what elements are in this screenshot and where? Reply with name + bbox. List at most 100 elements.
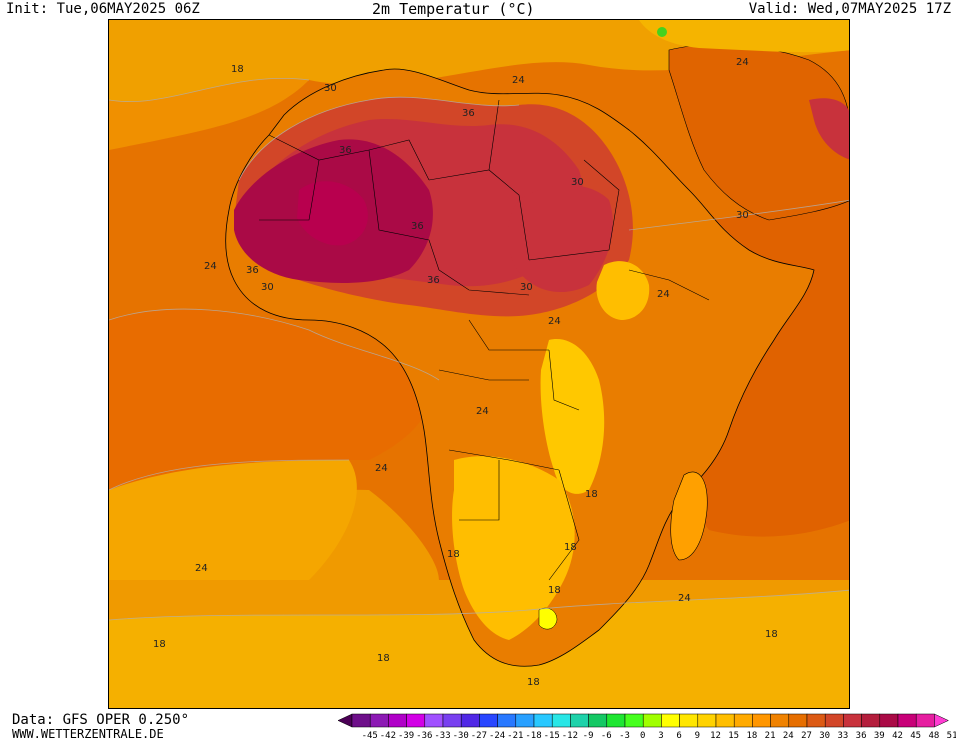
contour-label-somalia: 24 — [657, 289, 670, 300]
legend-swatch — [442, 713, 462, 728]
contour-labels: 1830242436363630303636302430242424241818… — [153, 57, 778, 688]
temperature-map[interactable]: 18 30 24 24 36 36 36 30 30 36 36 30 24 30 24 24 24 24 18 18… — [108, 19, 850, 709]
legend-tick-label: -15 — [544, 731, 560, 741]
legend-tick-label: 18 — [746, 731, 757, 741]
legend-tick-label: 27 — [801, 731, 812, 741]
legend-tick-label: 3 — [658, 731, 663, 741]
legend-swatch — [861, 713, 881, 728]
contour-label-mediterranean: 24 — [512, 75, 525, 86]
arabia-hotspot — [809, 98, 849, 160]
contour-label-namibia: 18 — [447, 549, 460, 560]
contour-label-south-africa: 18 — [548, 585, 561, 596]
legend-swatch — [351, 713, 371, 728]
legend-swatch — [406, 713, 426, 728]
contour-label-north-atlantic: 18 — [231, 64, 244, 75]
legend-arrow-low — [337, 713, 353, 728]
legend-arrow-high — [934, 713, 949, 728]
legend-tick-label: -33 — [434, 731, 450, 741]
contour-label-ivory-coast: 30 — [261, 282, 274, 293]
contour-label-guinea: 36 — [246, 265, 259, 276]
legend-tick-label: 39 — [874, 731, 885, 741]
legend-tick-label: 9 — [695, 731, 700, 741]
legend-swatch — [715, 713, 735, 728]
legend-swatch — [788, 713, 808, 728]
legend-tick-label: -36 — [416, 731, 432, 741]
contour-label-congo: 24 — [548, 316, 561, 327]
contour-label-far-south-atlantic: 18 — [153, 639, 166, 650]
southern-plateau-21 — [452, 456, 575, 640]
contour-label-southwest-atlantic: 24 — [195, 563, 208, 574]
contour-label-southern-ocean: 18 — [527, 677, 540, 688]
contour-label-southeast-indian-ocean: 18 — [765, 629, 778, 640]
legend-swatch — [752, 713, 771, 728]
legend-swatch — [679, 713, 699, 728]
legend-swatch — [915, 713, 935, 728]
contour-label-algeria: 36 — [462, 108, 475, 119]
map-title: 2m Temperatur (°C) — [372, 0, 535, 18]
legend-tick-label: 48 — [928, 731, 939, 741]
country-borders — [259, 99, 710, 581]
south-band-18 — [109, 590, 849, 708]
north-band-21 — [109, 78, 309, 150]
legend-tick-label: 15 — [728, 731, 739, 741]
legend-tick-label: -18 — [525, 731, 541, 741]
legend-tick-label: -9 — [583, 731, 594, 741]
legend-swatch — [661, 713, 680, 728]
legend-swatch — [806, 713, 826, 728]
legend-swatch — [606, 713, 626, 728]
north-band-18 — [109, 20, 849, 102]
contour-label-gulf-of-guinea: 24 — [204, 261, 217, 272]
legend-swatch — [551, 713, 571, 728]
legend-swatch — [588, 713, 608, 728]
legend-swatch — [424, 713, 444, 728]
legend-tick-label: 45 — [910, 731, 921, 741]
legend-tick-label: 30 — [819, 731, 830, 741]
europe-coast-cool — [639, 20, 849, 53]
contour-label-mali: 36 — [339, 145, 352, 156]
legend-swatch — [697, 713, 717, 728]
contour-label-indian-ocean: 24 — [678, 593, 691, 604]
legend-swatch — [624, 713, 644, 728]
legend-tick-label: -30 — [453, 731, 469, 741]
contour-label-central-african-republic: 30 — [520, 282, 533, 293]
isotherm-lines — [109, 78, 849, 621]
atlantic-band-27 — [109, 309, 439, 490]
data-source-label: Data: GFS OPER 0.250° — [12, 712, 190, 728]
contour-label-nigeria: 36 — [427, 275, 440, 286]
contour-label-zambia: 18 — [585, 489, 598, 500]
legend-swatch — [497, 713, 517, 728]
legend-tick-label: -45 — [362, 731, 378, 741]
madagascar — [670, 471, 708, 561]
legend-tick-label: 0 — [640, 731, 645, 741]
init-time-label: Init: Tue,06MAY2025 06Z — [6, 1, 200, 17]
contour-label-mozambique: 18 — [564, 542, 577, 553]
legend-tick-label: 36 — [856, 731, 867, 741]
contour-label-libya: 36 — [411, 221, 424, 232]
legend-tick-label: -42 — [380, 731, 396, 741]
legend-swatch — [843, 713, 862, 728]
contour-label-angola: 24 — [476, 406, 489, 417]
legend-tick-label: 33 — [837, 731, 848, 741]
legend-swatch — [824, 713, 844, 728]
legend-swatch — [642, 713, 662, 728]
contour-label-western-sahara: 30 — [324, 83, 337, 94]
legend-tick-label: 6 — [676, 731, 681, 741]
legend-swatch — [570, 713, 589, 728]
legend-swatch — [515, 713, 535, 728]
contour-label-middle-east: 24 — [736, 57, 749, 68]
cold-spot — [657, 27, 667, 37]
legend-tick-label: -27 — [471, 731, 487, 741]
legend-swatch — [460, 713, 480, 728]
legend-swatch — [770, 713, 790, 728]
valid-time-label: Valid: Wed,07MAY2025 17Z — [748, 1, 951, 17]
legend-swatch — [897, 713, 917, 728]
legend-tick-label: -39 — [398, 731, 414, 741]
contour-label-arabian-sea: 30 — [736, 210, 749, 221]
legend-tick-label: 12 — [710, 731, 721, 741]
sudan-zone-30 — [507, 185, 613, 293]
legend-tick-label: 51 — [947, 731, 956, 741]
contour-label-sudan: 30 — [571, 177, 584, 188]
legend-swatch — [479, 713, 498, 728]
legend-tick-label: -12 — [562, 731, 578, 741]
legend-tick-label: 21 — [765, 731, 776, 741]
